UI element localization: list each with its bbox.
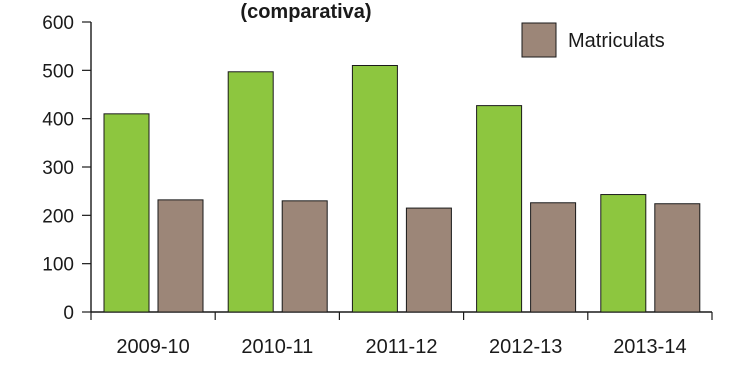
- y-tick-label-600: 600: [42, 13, 74, 34]
- y-tick-label-0: 0: [63, 303, 74, 324]
- bar-2009-10-series-2: [157, 199, 204, 313]
- y-tick-label-200: 200: [42, 206, 74, 227]
- x-tick-label-2012-13: 2012-13: [489, 336, 562, 358]
- x-tick-label-2010-11: 2010-11: [241, 336, 313, 358]
- legend-label-matriculats: Matriculats: [568, 30, 665, 52]
- x-tick-label-2013-14: 2013-14: [613, 336, 686, 358]
- bar-2010-11-series-1: [227, 71, 274, 313]
- chart-bars: [103, 65, 701, 313]
- bar-2013-14-series-1: [600, 194, 647, 313]
- bar-2013-14-series-2: [654, 203, 701, 313]
- y-tick-label-500: 500: [42, 61, 74, 82]
- chart-labels: 0 100 200 300 400 500 600 2009-10 2010-11 2011-12…: [42, 13, 686, 358]
- bar-2011-12-series-2: [405, 207, 452, 313]
- bar-2009-10-series-1: [103, 113, 150, 313]
- bar-2012-13-series-1: [476, 105, 523, 313]
- y-tick-label-300: 300: [42, 158, 74, 179]
- chart-title: (comparativa): [240, 1, 371, 23]
- bar-2010-11-series-2: [281, 200, 328, 313]
- x-tick-label-2009-10: 2009-10: [116, 336, 189, 358]
- y-tick-label-400: 400: [42, 110, 74, 131]
- x-tick-label-2011-12: 2011-12: [366, 336, 438, 358]
- y-tick-label-100: 100: [42, 255, 74, 276]
- bar-2012-13-series-2: [530, 202, 577, 313]
- chart-legend: Matriculats: [521, 22, 665, 58]
- bar-2011-12-series-1: [351, 65, 398, 313]
- legend-swatch-matriculats: [521, 22, 557, 58]
